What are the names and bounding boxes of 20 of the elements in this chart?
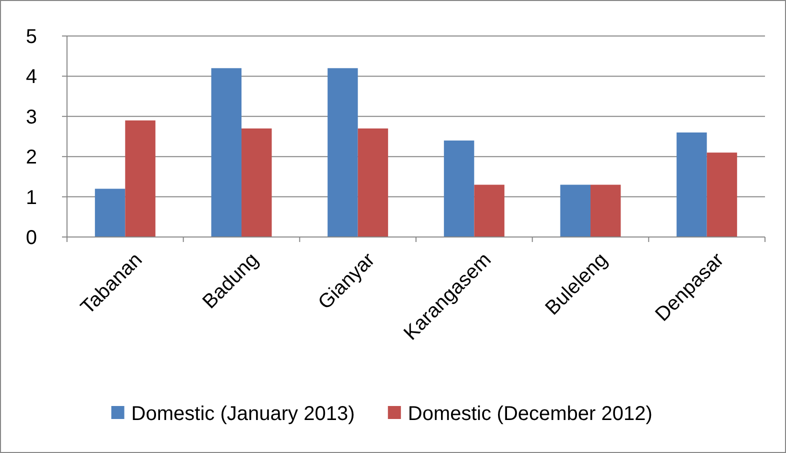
legend-label: Domestic (January 2013) (131, 403, 355, 425)
y-tick-label: 5 (26, 26, 37, 48)
bar (94, 188, 126, 237)
bar (242, 128, 272, 237)
bar (590, 184, 621, 237)
y-tick-label: 1 (26, 186, 37, 209)
y-tick-label: 0 (26, 227, 37, 249)
bar (444, 140, 474, 237)
y-tick-label: 3 (26, 106, 37, 128)
bar (125, 120, 156, 237)
bar (328, 68, 358, 237)
y-tick-label: 4 (26, 66, 37, 88)
bar (560, 184, 590, 237)
bar (474, 184, 504, 237)
bar (211, 68, 242, 237)
legend-label: Domestic (December 2012) (408, 403, 652, 425)
y-tick-label: 2 (26, 146, 37, 169)
bar (706, 152, 738, 237)
bar (676, 132, 707, 237)
bar (358, 128, 388, 237)
